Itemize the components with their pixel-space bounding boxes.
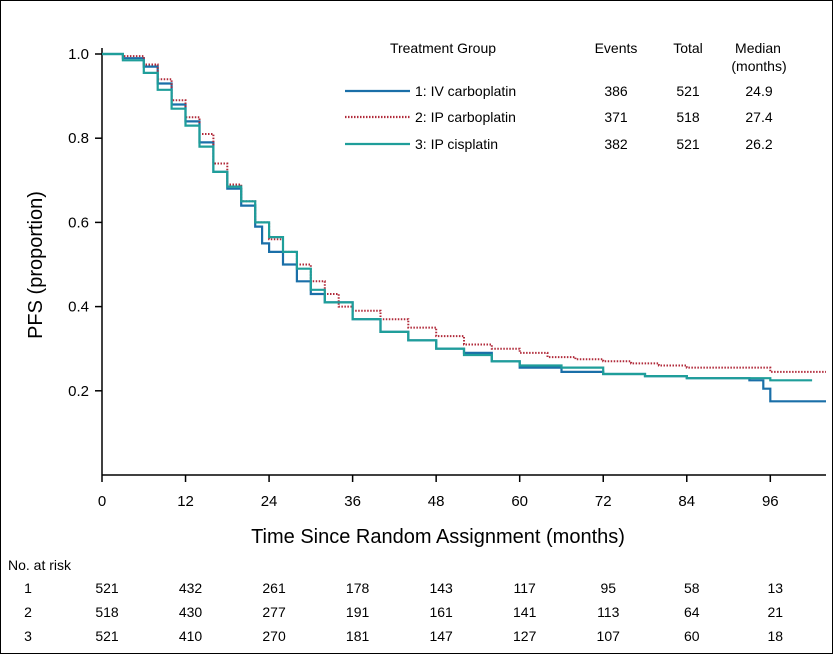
legend-events-3: 382 [604,136,628,152]
risk-cell: 161 [429,604,453,620]
x-tick-label: 60 [511,493,528,510]
risk-cell: 95 [600,580,616,596]
risk-cell: 113 [597,604,620,620]
risk-cell: 127 [513,628,537,644]
risk-row-label: 3 [24,628,32,644]
curves [102,52,826,403]
risk-cell: 60 [684,628,700,644]
risk-row-label: 1 [24,580,32,596]
risk-cell: 21 [768,604,784,620]
x-axis-label: Time Since Random Assignment (months) [251,526,625,548]
x-tick-label: 12 [177,493,194,510]
risk-cell: 178 [346,580,370,596]
legend-label-3: 3: IP cisplatin [415,136,498,152]
risk-table-title: No. at risk [8,557,72,573]
series-line-3 [102,52,813,382]
risk-cell: 191 [346,604,370,620]
legend-events-1: 386 [604,83,628,99]
x-tick-label: 36 [344,493,361,510]
legend-median-2: 27.4 [745,109,772,125]
risk-cell: 107 [597,628,621,644]
y-tick-label: 0.2 [68,383,89,400]
legend-header-events: Events [595,40,638,56]
risk-cell: 521 [95,580,119,596]
risk-row-label: 2 [24,604,32,620]
risk-cell: 518 [95,604,119,620]
risk-cell: 432 [179,580,203,596]
x-tick-label: 0 [98,493,106,510]
risk-cell: 270 [262,628,286,644]
legend-header-total: Total [673,40,703,56]
legend-events-2: 371 [604,109,628,125]
x-tick-label: 96 [762,493,779,510]
risk-cell: 181 [346,628,370,644]
risk-cell: 147 [429,628,453,644]
legend-total-2: 518 [676,109,700,125]
risk-table: No. at risk 1 521 432 261 178 143 117 95 58 13 2 518… [8,557,783,644]
risk-cell: 410 [179,628,203,644]
risk-cell: 521 [95,628,119,644]
x-tick-label: 84 [678,493,695,510]
legend-total-3: 521 [676,136,700,152]
x-tick-label: 48 [428,493,445,510]
risk-cell: 117 [514,580,537,596]
x-tick-label: 24 [261,493,278,510]
y-tick-label: 0.6 [68,214,89,231]
legend-label-2: 2: IP carboplatin [415,109,516,125]
legend-header-median: Median [735,40,781,56]
legend-header-group: Treatment Group [390,40,496,56]
risk-cell: 13 [768,580,784,596]
series-line-2 [102,53,826,373]
risk-cell: 58 [684,580,700,596]
y-tick-label: 0.4 [68,299,89,316]
y-tick-label: 0.8 [68,130,89,147]
risk-cell: 430 [179,604,203,620]
legend-total-1: 521 [676,83,700,99]
risk-cell: 277 [262,604,286,620]
risk-cell: 143 [429,580,453,596]
legend-median-3: 26.2 [745,136,772,152]
legend-header-median-unit: (months) [731,58,786,74]
y-axis-label: PFS (proportion) [25,191,47,339]
legend-median-1: 24.9 [745,83,772,99]
legend: Treatment Group Events Total Median (months)… [345,40,787,152]
risk-cell: 64 [684,604,700,620]
risk-cell: 141 [513,604,537,620]
risk-cell: 261 [262,580,286,596]
axes: 0 12 24 36 48 60 72 84 96 1.0 0.8 0.6 0.4 0.2 [68,46,826,510]
legend-label-1: 1: IV carboplatin [415,83,516,99]
y-tick-label: 1.0 [68,46,89,63]
x-tick-label: 72 [595,493,612,510]
risk-cell: 18 [768,628,784,644]
